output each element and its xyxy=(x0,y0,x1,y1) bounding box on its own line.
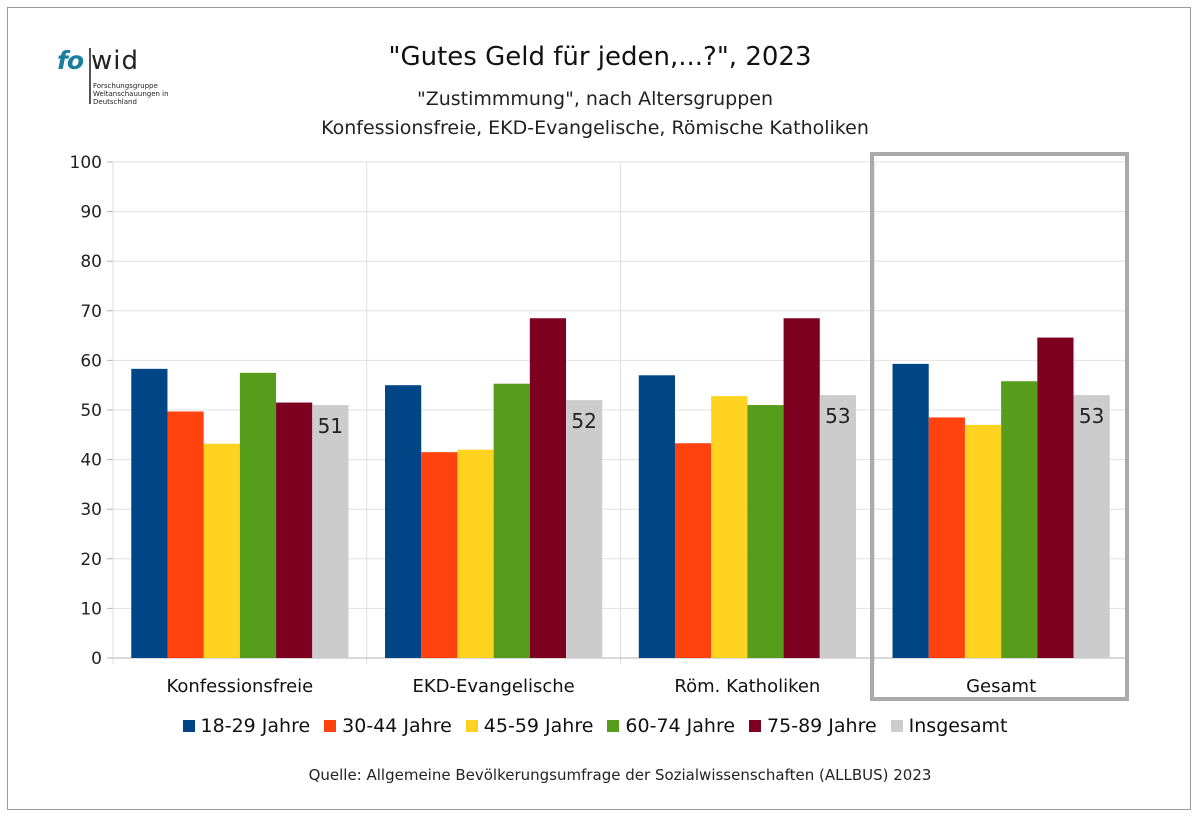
bar xyxy=(711,396,748,658)
bar xyxy=(819,395,856,658)
bar xyxy=(1073,395,1110,658)
bar xyxy=(421,452,458,658)
y-tick-label: 80 xyxy=(80,252,102,272)
legend-label: 30-44 Jahre xyxy=(342,715,452,737)
legend-item: 60-74 Jahre xyxy=(607,715,735,737)
logo-tagline: Forschungsgruppe Weltanschauungen in Deu… xyxy=(93,82,169,106)
logo-part2: wid xyxy=(91,46,139,76)
chart-subtitle-2: Konfessionsfreie, EKD-Evangelische, Römi… xyxy=(321,117,869,139)
source-note: Quelle: Allgemeine Bevölkerungsumfrage d… xyxy=(308,766,932,784)
data-label: 53 xyxy=(1079,404,1104,428)
data-label: 53 xyxy=(825,404,850,428)
legend-swatch xyxy=(607,720,620,732)
legend-swatch xyxy=(324,720,337,732)
y-tick-label: 100 xyxy=(70,153,102,173)
bar xyxy=(928,417,965,658)
bar xyxy=(312,405,349,658)
bar xyxy=(964,424,1002,658)
bar xyxy=(167,411,204,658)
highlight-box xyxy=(870,152,1129,701)
x-category-label: Konfessionsfreie xyxy=(166,676,313,697)
legend-label: 45-59 Jahre xyxy=(483,715,594,737)
bar xyxy=(747,405,784,658)
bar xyxy=(566,400,603,658)
bar xyxy=(239,372,277,658)
y-tick-label: 50 xyxy=(80,401,102,421)
bar xyxy=(892,363,929,658)
y-tick-label: 70 xyxy=(80,302,102,322)
legend-item: 75-89 Jahre xyxy=(749,715,877,737)
legend-label: 60-74 Jahre xyxy=(625,715,736,737)
legend-label: 18-29 Jahre xyxy=(200,715,311,737)
legend-label: 75-89 Jahre xyxy=(767,715,877,737)
bar xyxy=(457,449,494,658)
fowid-logo: fo wid Forschungsgruppe Weltanschauungen… xyxy=(57,46,177,116)
legend-item: 30-44 Jahre xyxy=(324,715,452,737)
logo-part1: fo xyxy=(57,46,84,75)
bar xyxy=(203,443,240,658)
bar xyxy=(1037,337,1074,658)
bar xyxy=(529,318,567,658)
logo-divider xyxy=(89,48,91,104)
bar xyxy=(276,402,313,658)
chart-frame xyxy=(7,7,1191,810)
y-tick-label: 30 xyxy=(80,500,102,520)
x-category-label: Gesamt xyxy=(966,676,1036,697)
bar xyxy=(493,383,530,658)
x-category-label: EKD-Evangelische xyxy=(412,676,574,697)
legend-item: Insgesamt xyxy=(890,715,1008,737)
legend-swatch xyxy=(465,720,478,732)
bar xyxy=(638,375,675,658)
x-category-label: Röm. Katholiken xyxy=(674,676,820,697)
data-label: 52 xyxy=(571,409,596,433)
legend-swatch xyxy=(182,720,195,732)
y-tick-label: 60 xyxy=(80,351,102,371)
bar xyxy=(131,368,168,658)
chart-subtitle-1: "Zustimmmung", nach Altersgruppen xyxy=(416,88,774,110)
bar xyxy=(385,385,422,658)
y-tick-label: 0 xyxy=(91,649,102,669)
bar xyxy=(1001,381,1038,658)
chart-title: "Gutes Geld für jeden,...?", 2023 xyxy=(388,42,812,72)
y-tick-label: 90 xyxy=(80,203,102,223)
data-label: 51 xyxy=(318,414,343,438)
bar xyxy=(674,443,712,658)
legend-swatch xyxy=(890,720,903,732)
legend: 18-29 Jahre 30-44 Jahre 45-59 Jahre 60-74 J… xyxy=(0,715,1190,737)
y-tick-label: 10 xyxy=(80,599,102,619)
y-tick-label: 40 xyxy=(80,451,102,471)
legend-item: 45-59 Jahre xyxy=(465,715,594,737)
legend-swatch xyxy=(749,720,762,732)
legend-item: 18-29 Jahre xyxy=(182,715,311,737)
legend-label: Insgesamt xyxy=(908,715,1008,737)
bar xyxy=(783,318,820,658)
y-tick-label: 20 xyxy=(80,550,102,570)
